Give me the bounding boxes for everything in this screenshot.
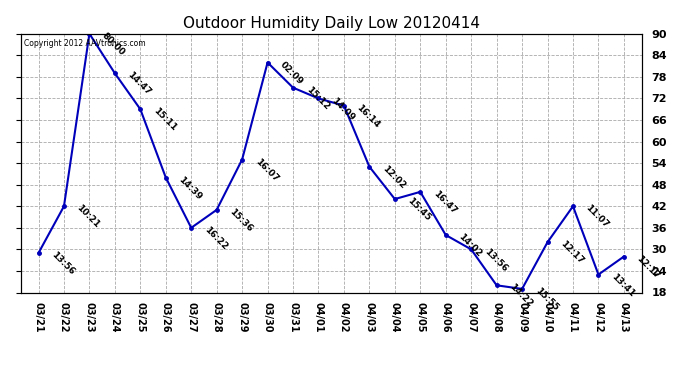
Text: 12:17: 12:17 xyxy=(635,254,662,280)
Text: 16:47: 16:47 xyxy=(431,189,458,216)
Text: 14:39: 14:39 xyxy=(177,175,204,201)
Text: 16:22: 16:22 xyxy=(202,225,229,252)
Text: 15:36: 15:36 xyxy=(228,207,255,234)
Text: 14:47: 14:47 xyxy=(126,70,153,98)
Text: 02:09: 02:09 xyxy=(279,60,305,86)
Text: 14:09: 14:09 xyxy=(330,96,356,122)
Text: 12:17: 12:17 xyxy=(559,239,585,266)
Text: 15:45: 15:45 xyxy=(406,196,433,223)
Text: 15:11: 15:11 xyxy=(151,106,178,133)
Text: 15:55: 15:55 xyxy=(533,286,560,313)
Text: 80:00: 80:00 xyxy=(101,31,127,57)
Text: Copyright 2012 AAVtronics.com: Copyright 2012 AAVtronics.com xyxy=(23,39,146,48)
Text: 13:56: 13:56 xyxy=(482,247,509,273)
Text: 14:22: 14:22 xyxy=(508,282,535,309)
Text: 12:02: 12:02 xyxy=(380,164,407,190)
Text: 16:07: 16:07 xyxy=(253,157,280,183)
Text: 13:41: 13:41 xyxy=(609,272,636,298)
Text: 11:07: 11:07 xyxy=(584,204,611,230)
Text: 10:21: 10:21 xyxy=(75,204,101,230)
Text: 14:02: 14:02 xyxy=(457,232,484,259)
Title: Outdoor Humidity Daily Low 20120414: Outdoor Humidity Daily Low 20120414 xyxy=(183,16,480,31)
Text: 13:56: 13:56 xyxy=(50,250,76,277)
Text: 15:12: 15:12 xyxy=(304,85,331,111)
Text: 16:14: 16:14 xyxy=(355,103,382,129)
